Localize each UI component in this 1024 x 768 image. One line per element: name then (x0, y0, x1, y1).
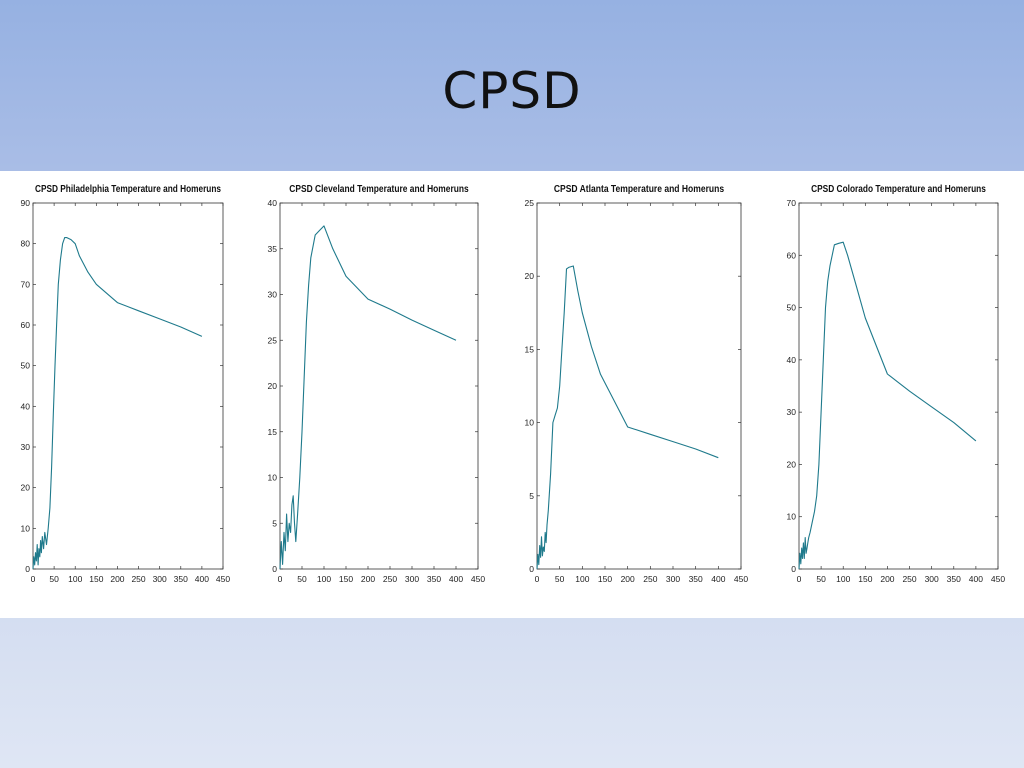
x-tick-label: 150 (598, 574, 612, 584)
y-tick-label: 10 (268, 473, 278, 483)
x-tick-label: 100 (836, 574, 850, 584)
chart-cleveland-svg: CPSD Cleveland Temperature and Homeruns 0… (268, 183, 486, 584)
y-tick-label: 10 (787, 512, 797, 522)
x-tick-label: 350 (947, 574, 961, 584)
x-tick-label: 0 (797, 574, 802, 584)
slide-title: CPSD (442, 62, 582, 120)
y-tick-label: 30 (268, 290, 278, 300)
x-tick-label: 200 (880, 574, 894, 584)
chart-colorado: CPSD Colorado Temperature and Homeruns 0 5… (768, 171, 1024, 618)
chart-atlanta: CPSD Atlanta Temperature and Homeruns 0 50… (512, 171, 768, 618)
y-tick-label: 0 (25, 564, 30, 574)
x-tick-label: 350 (174, 574, 188, 584)
x-tick-label: 250 (131, 574, 145, 584)
y-tick-label: 5 (272, 518, 277, 528)
y-tick-label: 30 (21, 442, 31, 452)
y-tick-label: 20 (787, 459, 797, 469)
x-tick-label: 0 (278, 574, 283, 584)
x-tick-label: 100 (317, 574, 331, 584)
x-tick-label: 450 (471, 574, 485, 584)
x-tick-label: 200 (110, 574, 124, 584)
y-tick-label: 10 (525, 418, 535, 428)
plot-area-philadelphia (32, 202, 224, 570)
y-tick-label: 80 (21, 239, 31, 249)
x-tick-label: 250 (383, 574, 397, 584)
x-tick-label: 150 (89, 574, 103, 584)
x-tick-label: 250 (643, 574, 657, 584)
chart-philadelphia-svg: CPSD Philadelphia Temperature and Homeru… (21, 183, 231, 584)
x-tick-label: 200 (621, 574, 635, 584)
y-tick-label: 0 (272, 564, 277, 574)
series-line-colorado (798, 241, 977, 570)
chart-cleveland: CPSD Cleveland Temperature and Homeruns 0… (256, 171, 512, 618)
y-tick-label: 30 (787, 407, 797, 417)
x-tick-label: 400 (969, 574, 983, 584)
chart-philadelphia: CPSD Philadelphia Temperature and Homeru… (0, 171, 256, 618)
x-tick-label: 50 (816, 574, 826, 584)
chart-colorado-svg: CPSD Colorado Temperature and Homeruns 0 5… (787, 183, 1006, 584)
chart-title-philadelphia: CPSD Philadelphia Temperature and Homeru… (35, 183, 221, 195)
chart-title-cleveland: CPSD Cleveland Temperature and Homeruns (289, 183, 469, 195)
y-tick-label: 70 (21, 279, 31, 289)
x-tick-label: 300 (666, 574, 680, 584)
y-tick-label: 15 (268, 427, 278, 437)
y-tick-label: 40 (787, 355, 797, 365)
x-tick-label: 200 (361, 574, 375, 584)
x-tick-label: 450 (216, 574, 230, 584)
y-tick-label: 5 (529, 491, 534, 501)
y-tick-label: 20 (525, 271, 535, 281)
x-tick-label: 100 (68, 574, 82, 584)
y-tick-label: 60 (21, 320, 31, 330)
x-tick-label: 250 (902, 574, 916, 584)
x-tick-label: 50 (555, 574, 565, 584)
y-tick-label: 50 (21, 361, 31, 371)
series-line-cleveland (279, 225, 457, 570)
x-tick-label: 450 (991, 574, 1005, 584)
plot-area-cleveland (279, 202, 479, 570)
y-tick-label: 90 (21, 198, 31, 208)
y-tick-label: 10 (21, 523, 31, 533)
series-line-atlanta (536, 265, 719, 570)
plot-area-atlanta (536, 202, 742, 570)
x-tick-label: 450 (734, 574, 748, 584)
y-tick-label: 25 (525, 198, 535, 208)
x-tick-label: 300 (153, 574, 167, 584)
x-tick-label: 50 (297, 574, 307, 584)
y-tick-label: 40 (21, 401, 31, 411)
y-tick-label: 25 (268, 335, 278, 345)
x-tick-label: 350 (689, 574, 703, 584)
y-tick-label: 0 (529, 564, 534, 574)
x-tick-label: 50 (49, 574, 59, 584)
plot-area-colorado (798, 202, 999, 570)
y-tick-label: 35 (268, 244, 278, 254)
series-line-philadelphia (32, 237, 203, 570)
x-tick-label: 400 (711, 574, 725, 584)
x-tick-label: 150 (858, 574, 872, 584)
x-tick-label: 300 (405, 574, 419, 584)
x-tick-label: 400 (449, 574, 463, 584)
y-tick-label: 60 (787, 250, 797, 260)
y-tick-label: 40 (268, 198, 278, 208)
y-tick-label: 70 (787, 198, 797, 208)
x-tick-label: 350 (427, 574, 441, 584)
chart-title-atlanta: CPSD Atlanta Temperature and Homeruns (554, 183, 724, 195)
x-tick-label: 0 (535, 574, 540, 584)
y-tick-label: 20 (21, 483, 31, 493)
chart-title-colorado: CPSD Colorado Temperature and Homeruns (811, 183, 986, 195)
x-tick-label: 300 (925, 574, 939, 584)
x-tick-label: 150 (339, 574, 353, 584)
y-tick-label: 20 (268, 381, 278, 391)
x-tick-label: 100 (575, 574, 589, 584)
x-tick-label: 0 (31, 574, 36, 584)
y-tick-label: 15 (525, 344, 535, 354)
y-tick-label: 50 (787, 303, 797, 313)
y-tick-label: 0 (791, 564, 796, 574)
x-tick-label: 400 (195, 574, 209, 584)
